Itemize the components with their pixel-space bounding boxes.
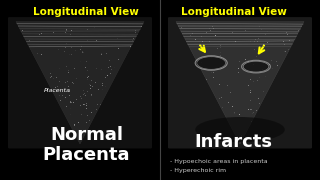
Text: Infarcts: Infarcts <box>195 133 273 151</box>
Text: - Hyperechoic rim: - Hyperechoic rim <box>170 168 226 173</box>
Ellipse shape <box>197 57 226 69</box>
Ellipse shape <box>243 61 269 72</box>
FancyBboxPatch shape <box>8 17 152 148</box>
Text: Normal
Placenta: Normal Placenta <box>43 126 130 164</box>
Text: Longitudinal View: Longitudinal View <box>34 7 139 17</box>
FancyBboxPatch shape <box>168 17 312 148</box>
Text: Longitudinal View: Longitudinal View <box>181 7 286 17</box>
Ellipse shape <box>195 117 285 142</box>
Text: - Hypoechoic areas in placenta: - Hypoechoic areas in placenta <box>170 159 267 164</box>
Polygon shape <box>16 22 144 144</box>
Text: Placenta: Placenta <box>44 87 71 93</box>
Polygon shape <box>176 22 304 144</box>
